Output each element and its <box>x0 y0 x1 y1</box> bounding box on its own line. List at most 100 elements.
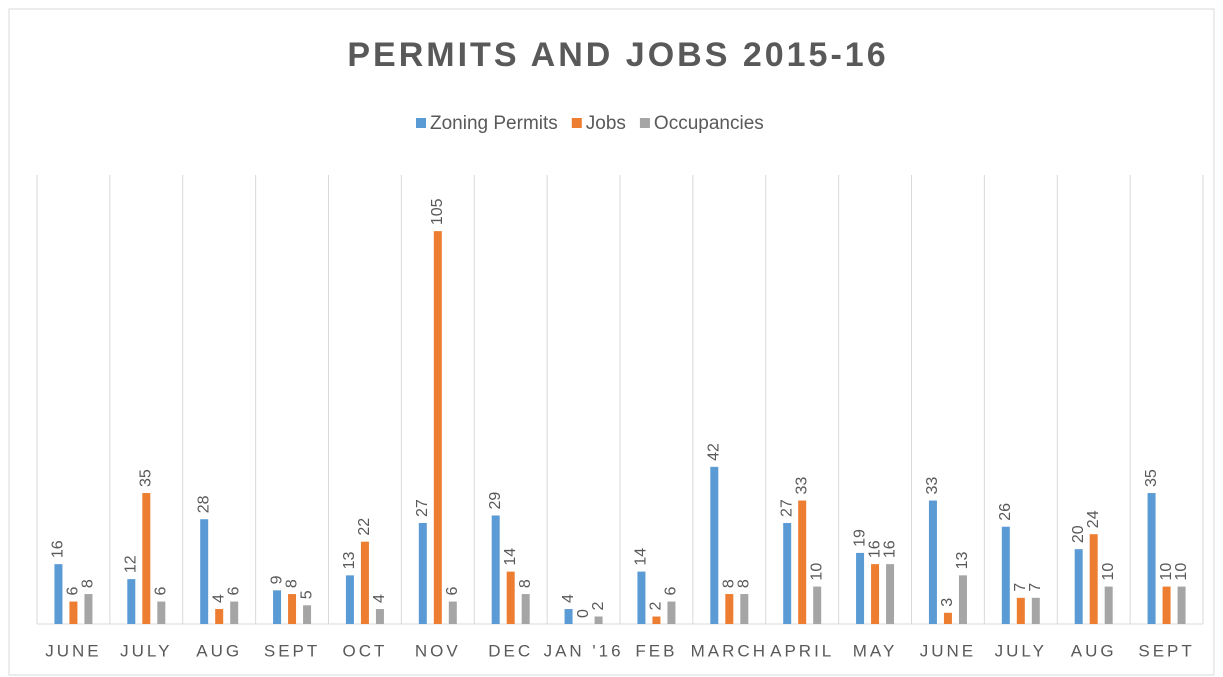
data-label: 22 <box>356 518 373 536</box>
bar <box>710 466 719 624</box>
data-label: 33 <box>793 477 810 495</box>
data-label: 9 <box>268 575 285 584</box>
bar <box>360 541 369 624</box>
chart-title: PERMITS AND JOBS 2015-16 <box>347 36 888 74</box>
bar <box>157 601 166 624</box>
bar <box>667 601 676 624</box>
bar <box>725 594 734 624</box>
bar <box>1074 549 1083 624</box>
data-label: 10 <box>1158 563 1175 581</box>
bar <box>943 612 952 624</box>
data-label: 13 <box>954 551 971 569</box>
bar <box>813 586 822 624</box>
data-label: 35 <box>138 469 155 487</box>
x-tick-label: JUNE <box>45 641 101 660</box>
bar <box>594 616 603 624</box>
data-label: 13 <box>341 551 358 569</box>
legend-swatch <box>639 118 650 128</box>
data-label: 16 <box>866 540 883 558</box>
x-tick-label: MAY <box>853 641 898 660</box>
data-label: 14 <box>633 548 650 566</box>
bar <box>928 500 937 624</box>
data-label: 105 <box>429 198 446 225</box>
data-label: 8 <box>721 579 738 588</box>
data-label: 28 <box>195 495 212 513</box>
data-label: 6 <box>663 587 680 596</box>
data-label: 8 <box>517 579 534 588</box>
data-label: 3 <box>939 598 956 607</box>
data-label: 27 <box>778 499 795 517</box>
data-label: 0 <box>575 609 592 618</box>
bar <box>1001 526 1010 624</box>
legend-label: Zoning Permits <box>430 113 558 134</box>
data-label: 7 <box>1012 583 1029 592</box>
bar <box>418 522 427 624</box>
x-tick-label: APRIL <box>770 641 834 660</box>
bar <box>142 493 151 624</box>
data-label: 10 <box>808 563 825 581</box>
data-label: 10 <box>1100 563 1117 581</box>
data-label: 33 <box>924 477 941 495</box>
bar <box>215 609 224 624</box>
bar <box>1089 534 1098 624</box>
x-tick-label: JAN '16 <box>544 641 624 660</box>
data-label: 24 <box>1085 510 1102 528</box>
bar <box>871 564 880 624</box>
data-label: 2 <box>648 602 665 611</box>
bar <box>521 594 530 624</box>
data-label: 29 <box>487 492 504 510</box>
bar <box>783 522 792 624</box>
bar <box>273 590 282 624</box>
bar <box>1177 586 1186 624</box>
bar <box>288 594 297 624</box>
data-label: 8 <box>283 579 300 588</box>
x-tick-label: MARCH <box>691 641 768 660</box>
chart-frame <box>8 8 1215 676</box>
data-label: 4 <box>371 594 388 603</box>
data-label: 16 <box>881 540 898 558</box>
bar <box>506 571 515 624</box>
bar <box>1147 493 1156 624</box>
bar <box>1162 586 1171 624</box>
bar <box>127 579 136 624</box>
data-label: 7 <box>1027 583 1044 592</box>
data-label: 14 <box>502 548 519 566</box>
bar <box>958 575 967 624</box>
x-tick-label: SEPT <box>1138 641 1194 660</box>
data-label: 4 <box>210 594 227 603</box>
bar <box>798 500 807 624</box>
bar <box>303 605 312 624</box>
bar <box>856 552 865 624</box>
bar <box>200 519 209 624</box>
bar <box>1104 586 1113 624</box>
data-label: 2 <box>590 602 607 611</box>
bar <box>1031 597 1040 624</box>
legend-swatch <box>571 118 582 128</box>
x-tick-label: AUG <box>196 641 242 660</box>
bar <box>652 616 661 624</box>
data-label: 6 <box>444 587 461 596</box>
bar <box>230 601 239 624</box>
data-label: 10 <box>1173 563 1190 581</box>
data-label: 4 <box>560 594 577 603</box>
x-tick-label: FEB <box>635 641 677 660</box>
x-tick-label: OCT <box>342 641 387 660</box>
x-tick-label: DEC <box>488 641 533 660</box>
data-label: 8 <box>80 579 97 588</box>
bar <box>564 609 573 624</box>
data-label: 27 <box>414 499 431 517</box>
bar <box>491 515 500 624</box>
bar <box>637 571 646 624</box>
x-tick-label: JULY <box>120 641 172 660</box>
x-tick-label: JUNE <box>920 641 976 660</box>
data-label: 12 <box>123 555 140 573</box>
bar <box>54 564 63 624</box>
data-label: 26 <box>997 503 1014 521</box>
x-tick-label: JULY <box>995 641 1047 660</box>
bar <box>886 564 895 624</box>
bar <box>345 575 354 624</box>
data-label: 8 <box>736 579 753 588</box>
data-label: 5 <box>298 590 315 599</box>
bar <box>1016 597 1025 624</box>
